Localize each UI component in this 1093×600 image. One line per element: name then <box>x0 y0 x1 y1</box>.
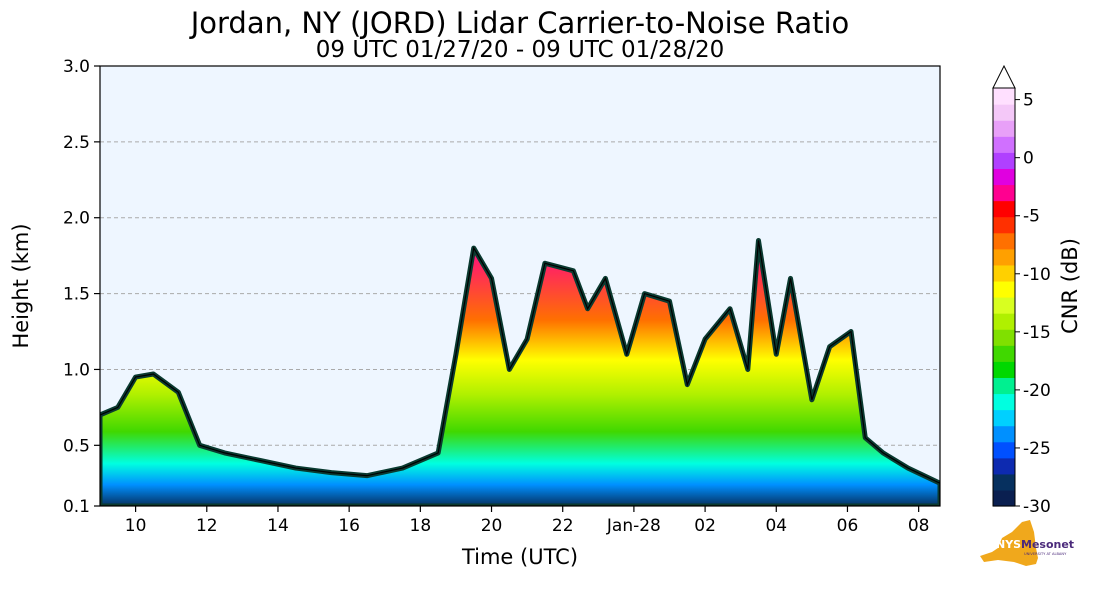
colorbar-tick-label: -10 <box>1023 265 1051 285</box>
y-axis-label: Height (km) <box>9 223 33 348</box>
logo-brand: NYS <box>996 538 1021 551</box>
y-tick-label: 2.5 <box>63 133 90 153</box>
x-tick-label: 20 <box>481 516 503 536</box>
colorbar-segment <box>993 232 1015 250</box>
cnr-envelope-outline <box>100 240 940 506</box>
x-tick-label: 22 <box>552 516 574 536</box>
colorbar-segment <box>993 248 1015 266</box>
colorbar-segment <box>993 377 1015 395</box>
colorbar-segment <box>993 393 1015 411</box>
colorbar-segment <box>993 489 1015 507</box>
colorbar-tick-label: 0 <box>1023 149 1034 169</box>
colorbar-frame <box>992 87 1016 507</box>
chart-title: Jordan, NY (JORD) Lidar Carrier-to-Noise… <box>190 6 850 40</box>
x-tick-label: 16 <box>338 516 360 536</box>
plot-frame <box>99 65 941 507</box>
y-tick-label: 0.1 <box>63 497 90 517</box>
y-tick-label: 1.5 <box>63 285 90 305</box>
colorbar-segment <box>993 88 1015 105</box>
colorbar-segment <box>993 184 1015 202</box>
colorbar-segment <box>993 136 1015 153</box>
colorbar-segment <box>993 120 1015 137</box>
logo-tagline: UNIVERSITY AT ALBANY <box>1024 552 1067 556</box>
chart-subtitle: 09 UTC 01/27/20 - 09 UTC 01/28/20 <box>315 37 725 63</box>
x-tick-label: 12 <box>196 516 218 536</box>
y-tick-label: 3.0 <box>63 57 90 77</box>
colorbar-segment <box>993 457 1015 475</box>
colorbar-segment <box>993 409 1015 427</box>
colorbar-tick-label: -20 <box>1023 381 1051 401</box>
colorbar-segment <box>993 441 1015 459</box>
y-tick-label: 2.0 <box>63 209 90 229</box>
x-tick-label: 08 <box>908 516 930 536</box>
colorbar-extend-arrow <box>992 64 1016 89</box>
x-tick-label: 10 <box>125 516 147 536</box>
colorbar-label: CNR (dB) <box>1058 238 1082 334</box>
colorbar: 5 0 -5 -10 -15 -20 -25 -30 <box>992 64 1051 517</box>
y-tick-label: 1.0 <box>63 360 90 380</box>
colorbar-segment <box>993 345 1015 362</box>
x-tick-label: Jan-28 <box>606 516 661 536</box>
logo-name: Mesonet <box>1021 538 1074 551</box>
colorbar-tick-label: -5 <box>1023 207 1040 227</box>
colorbar-segment <box>993 297 1015 314</box>
x-tick-label: 04 <box>765 516 787 536</box>
colorbar-tick-label: -30 <box>1023 497 1051 517</box>
colorbar-segment <box>993 168 1015 186</box>
colorbar-segment <box>993 216 1015 234</box>
x-tick-label: 14 <box>267 516 289 536</box>
colorbar-segment <box>993 280 1015 298</box>
colorbar-tick-label: -15 <box>1023 323 1051 343</box>
nys-mesonet-logo: NYS Mesonet UNIVERSITY AT ALBANY <box>980 520 1074 566</box>
x-tick-label: 18 <box>410 516 432 536</box>
colorbar-segment <box>993 264 1015 282</box>
y-tick-label: 0.5 <box>63 436 90 456</box>
colorbar-segment <box>993 104 1015 121</box>
colorbar-tick-label: -25 <box>1023 439 1051 459</box>
x-tick-label: 06 <box>837 516 859 536</box>
colorbar-tick-label: 5 <box>1023 91 1034 111</box>
colorbar-segment <box>993 361 1015 378</box>
colorbar-segment <box>993 200 1015 218</box>
colorbar-segment <box>993 313 1015 330</box>
colorbar-segment <box>993 473 1015 491</box>
cnr-field <box>100 237 940 506</box>
ny-state-shape-icon <box>980 520 1038 566</box>
x-axis: 10 12 14 16 18 20 22 Jan-28 02 04 06 08 <box>125 506 930 536</box>
colorbar-segment <box>993 425 1015 443</box>
x-axis-label: Time (UTC) <box>461 545 578 569</box>
x-tick-label: 02 <box>694 516 716 536</box>
colorbar-segment <box>993 329 1015 346</box>
colorbar-segment <box>993 152 1015 169</box>
y-axis: 0.1 0.5 1.0 1.5 2.0 2.5 3.0 <box>63 57 100 517</box>
